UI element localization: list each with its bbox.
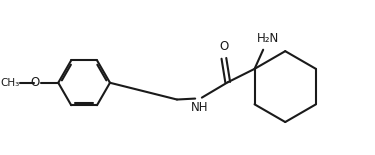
Text: CH₃: CH₃ [1,78,20,88]
Text: O: O [31,76,40,89]
Text: H₂N: H₂N [257,32,279,45]
Text: NH: NH [191,101,209,114]
Text: O: O [219,40,228,53]
